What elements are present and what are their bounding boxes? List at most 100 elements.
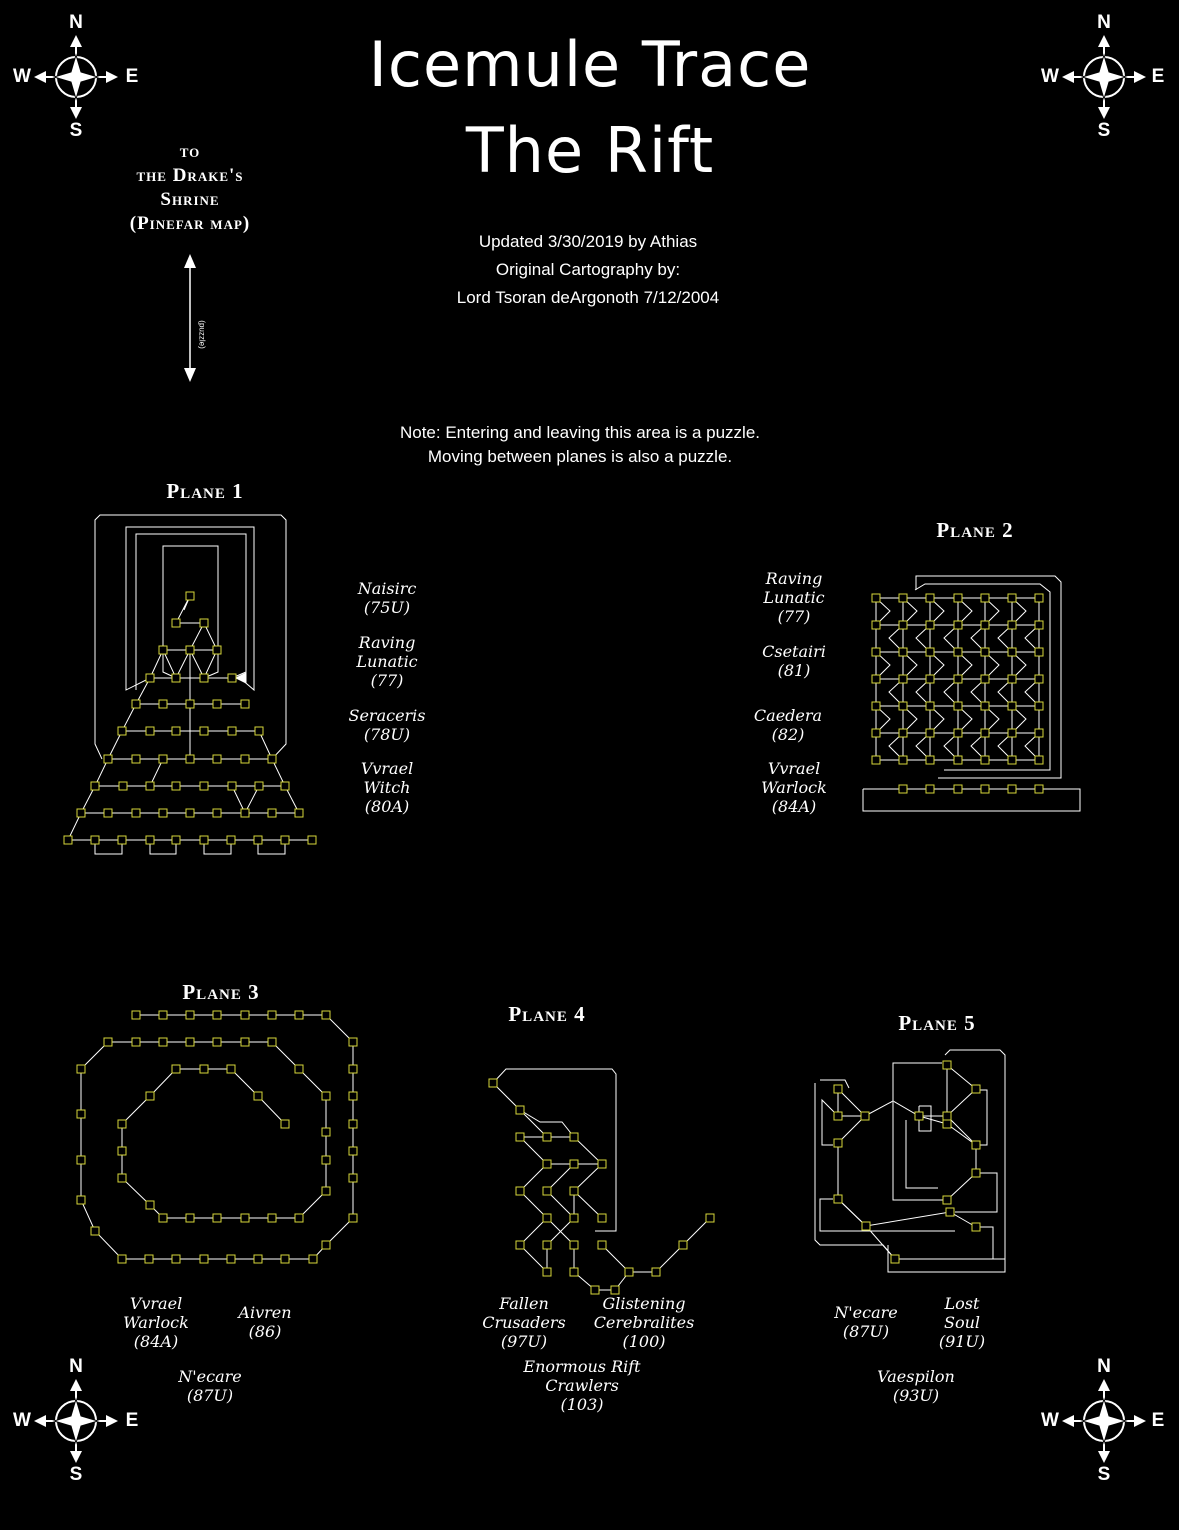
room-marker bbox=[980, 647, 990, 657]
compass-w-label: W bbox=[13, 66, 31, 87]
room-marker bbox=[171, 781, 181, 791]
room-marker bbox=[280, 1119, 290, 1129]
credit-author: Lord Tsoran deArgonoth 7/12/2004 bbox=[456, 288, 720, 307]
compass-e-label: E bbox=[125, 66, 139, 87]
room-marker bbox=[117, 726, 127, 736]
creature-level: (86) bbox=[248, 1322, 282, 1341]
path-segment bbox=[955, 1172, 998, 1213]
creature-level: (77) bbox=[370, 671, 404, 690]
room-marker bbox=[158, 754, 168, 764]
room-marker bbox=[542, 1159, 552, 1169]
room-marker bbox=[871, 674, 881, 684]
room-marker bbox=[980, 728, 990, 738]
path-segment bbox=[80, 1041, 123, 1260]
path-segment bbox=[258, 730, 273, 760]
room-marker bbox=[212, 1213, 222, 1223]
creature-name: Fallen bbox=[499, 1294, 549, 1313]
room-marker bbox=[158, 1213, 168, 1223]
compass-n-label: N bbox=[1097, 12, 1111, 33]
room-marker bbox=[280, 835, 290, 845]
room-marker bbox=[145, 673, 155, 683]
room-marker bbox=[158, 1037, 168, 1047]
path-segment bbox=[970, 732, 986, 761]
plane-4-label: Plane 4 bbox=[508, 1002, 586, 1026]
room-marker bbox=[185, 754, 195, 764]
creature-name: Lunatic bbox=[763, 588, 825, 607]
room-marker bbox=[980, 784, 990, 794]
room-marker bbox=[515, 1105, 525, 1115]
path-segment bbox=[984, 705, 1000, 734]
compass-s-label: S bbox=[1097, 120, 1111, 141]
room-marker bbox=[145, 781, 155, 791]
room-marker bbox=[953, 647, 963, 657]
path-segment bbox=[1024, 678, 1040, 707]
room-marker bbox=[953, 593, 963, 603]
room-marker bbox=[131, 754, 141, 764]
room-marker bbox=[185, 591, 195, 601]
room-marker bbox=[953, 701, 963, 711]
creature-level: (103) bbox=[560, 1395, 604, 1414]
path-segment bbox=[875, 705, 891, 734]
creature-name: Seraceris bbox=[348, 706, 426, 725]
creature-name: Cerebralites bbox=[593, 1313, 695, 1332]
room-marker bbox=[267, 1037, 277, 1047]
room-marker bbox=[240, 754, 250, 764]
compass-s-label: S bbox=[69, 1464, 83, 1485]
room-marker bbox=[705, 1213, 715, 1223]
room-marker bbox=[63, 835, 73, 845]
room-marker bbox=[833, 1084, 843, 1094]
room-marker bbox=[925, 593, 935, 603]
room-marker bbox=[185, 808, 195, 818]
room-marker bbox=[942, 1060, 952, 1070]
path-segment bbox=[929, 597, 945, 626]
room-marker bbox=[348, 1091, 358, 1101]
room-marker bbox=[1034, 728, 1044, 738]
room-marker bbox=[871, 647, 881, 657]
room-marker bbox=[980, 593, 990, 603]
room-marker bbox=[348, 1119, 358, 1129]
path-segment bbox=[814, 1049, 1006, 1260]
room-marker bbox=[925, 647, 935, 657]
room-marker bbox=[212, 699, 222, 709]
room-marker bbox=[254, 781, 264, 791]
room-marker bbox=[624, 1267, 634, 1277]
room-marker bbox=[1007, 674, 1017, 684]
room-marker bbox=[294, 1213, 304, 1223]
creature-name: N'ecare bbox=[834, 1303, 898, 1322]
compass-n-label: N bbox=[1097, 1356, 1111, 1377]
compass-rose-icon bbox=[33, 34, 119, 120]
path-segment bbox=[519, 1109, 575, 1138]
room-marker bbox=[117, 1119, 127, 1129]
room-marker bbox=[158, 645, 168, 655]
room-marker bbox=[145, 1091, 155, 1101]
creature-name: Lost bbox=[944, 1294, 980, 1313]
creature-level: (80A) bbox=[364, 797, 410, 816]
creature-name: Raving bbox=[358, 633, 416, 652]
room-marker bbox=[833, 1194, 843, 1204]
room-marker bbox=[488, 1078, 498, 1088]
room-marker bbox=[212, 754, 222, 764]
room-marker bbox=[240, 1213, 250, 1223]
room-marker bbox=[240, 699, 250, 709]
creature-name: Vvrael bbox=[767, 759, 821, 778]
room-marker bbox=[515, 1132, 525, 1142]
room-marker bbox=[185, 1037, 195, 1047]
room-marker bbox=[953, 784, 963, 794]
path-segment bbox=[943, 624, 959, 653]
plane-3-label: Plane 3 bbox=[182, 980, 260, 1004]
exit-label-line: Shrine bbox=[160, 189, 220, 210]
creature-aivren: Aivren (86) bbox=[195, 1303, 335, 1341]
path-segment bbox=[997, 678, 1013, 707]
room-marker bbox=[925, 701, 935, 711]
room-marker bbox=[971, 1140, 981, 1150]
compass-s-label: S bbox=[1097, 1464, 1111, 1485]
creature-caedera: Caedera (82) bbox=[718, 706, 858, 744]
path-segment bbox=[149, 840, 177, 855]
room-marker bbox=[227, 726, 237, 736]
room-marker bbox=[117, 1146, 127, 1156]
creature-level: (75U) bbox=[363, 598, 411, 617]
room-marker bbox=[925, 728, 935, 738]
room-marker bbox=[871, 728, 881, 738]
exit-label: to the Drake's Shrine (Pinefar map) bbox=[95, 140, 285, 236]
